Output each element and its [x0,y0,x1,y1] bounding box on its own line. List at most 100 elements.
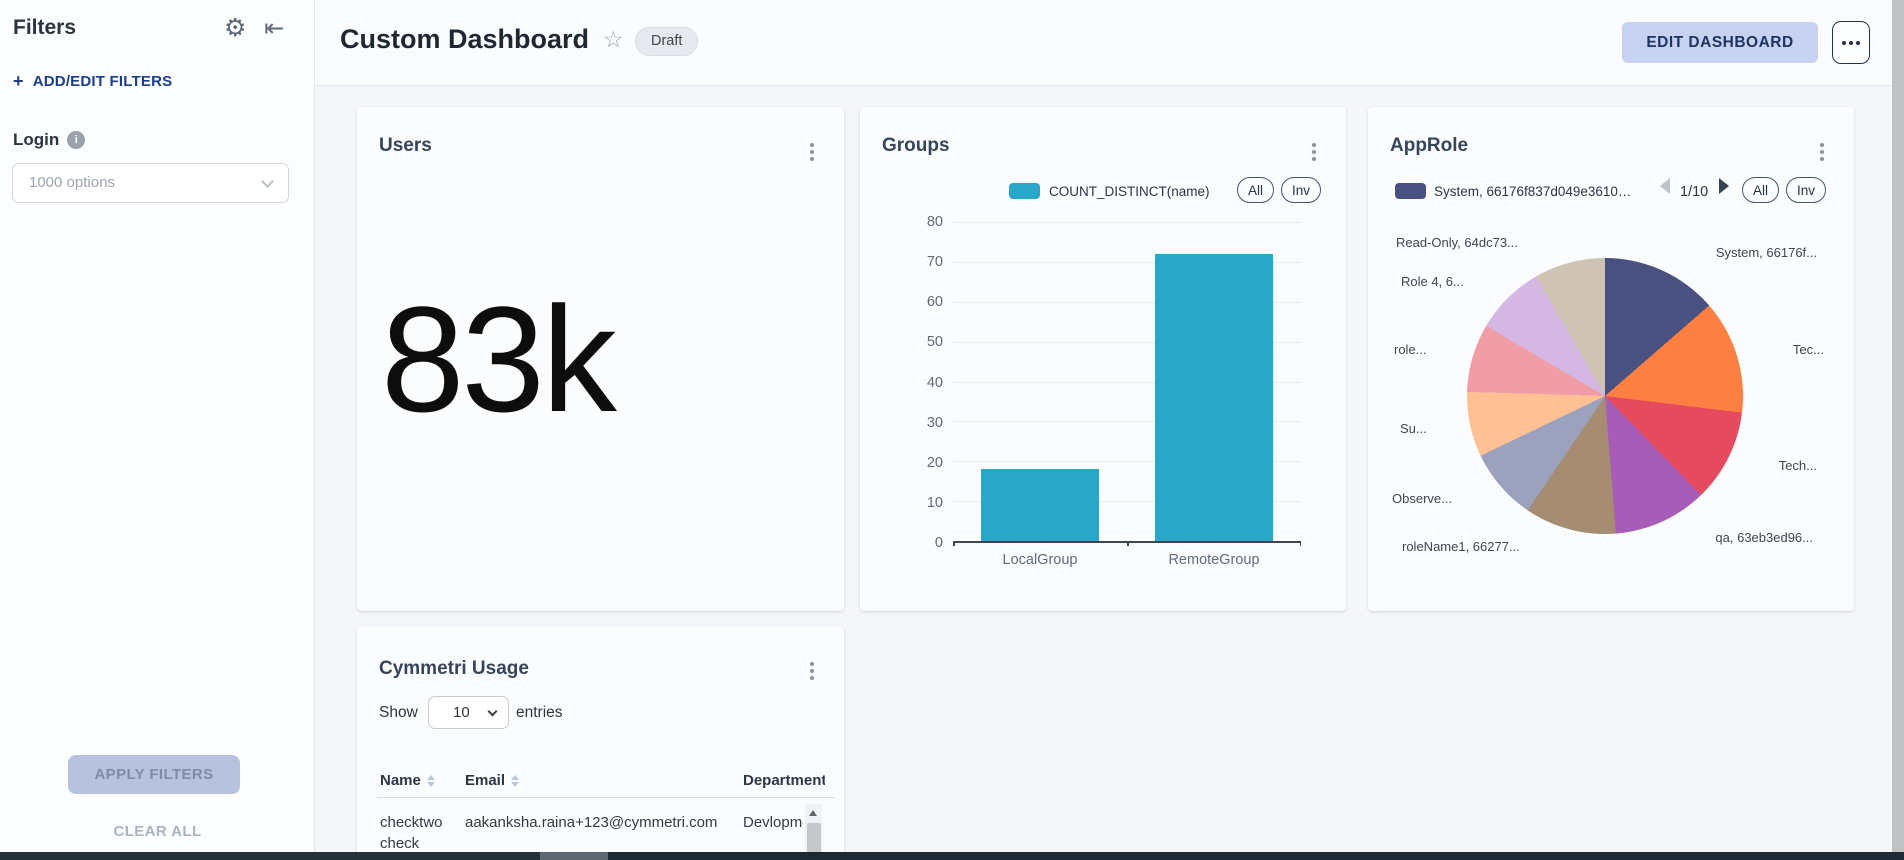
plus-icon: + [13,71,24,91]
approle-legend-swatch [1395,183,1426,199]
apply-filters-button[interactable]: APPLY FILTERS [68,755,240,794]
entries-label: entries [516,704,563,721]
gridline [953,421,1301,423]
gridline [953,501,1301,503]
x-tick-label: LocalGroup [1002,552,1078,568]
column-header-label: Department [743,772,825,789]
y-tick-label: 80 [926,214,943,230]
pie-slice-label: Observe... [1392,491,1452,506]
column-header-label: Name [380,772,421,789]
login-select[interactable]: 1000 options [12,163,289,203]
pie-slice-label: Su... [1400,421,1427,436]
y-tick-label: 30 [926,414,943,431]
column-header-email[interactable]: Email [465,772,555,789]
approle-card: AppRole System, 66176f837d049e3610… 1/10… [1368,107,1854,611]
more-options-button[interactable] [1832,21,1870,64]
approle-pie[interactable] [1467,258,1743,534]
login-filter-label: Login i [13,130,86,150]
axis-tick [1127,541,1129,546]
users-metric-value: 83k [381,275,617,443]
page-size-value: 10 [453,704,470,721]
bar-LocalGroup[interactable] [981,469,1099,541]
bar-RemoteGroup[interactable] [1155,253,1273,541]
cymmetri-usage-card: Cymmetri Usage Show 10 entries Name Emai… [357,626,844,852]
edit-dashboard-button[interactable]: EDIT DASHBOARD [1622,22,1818,63]
kebab-menu-icon[interactable] [808,660,816,682]
page-size-select[interactable]: 10 [428,696,509,729]
scrollbar-thumb[interactable] [540,852,608,860]
pie-slice-label: role... [1394,342,1427,357]
groups-plot: LocalGroup RemoteGroup [953,222,1301,568]
axis-tick [1299,541,1301,546]
gridline [953,381,1301,383]
ellipsis-icon [1856,40,1860,45]
page-title: Custom Dashboard [340,24,590,54]
users-card: Users 83k [357,107,844,611]
y-tick-label: 0 [934,535,943,551]
dashboard-content: Users 83k Groups COUNT_DISTINCT(name) Al… [315,86,1892,852]
sort-icon [426,774,435,787]
pie-slice-label: Read-Only, 64dc73... [1396,235,1518,250]
chevron-down-icon [487,706,498,717]
y-tick-label: 60 [926,294,943,311]
cell-department: Devlopment [743,814,803,831]
scrollbar-thumb[interactable] [806,823,821,852]
y-tick-label: 20 [926,454,943,471]
pie-slice-label: Tec... [1792,342,1824,357]
groups-all-button[interactable]: All [1237,177,1275,203]
column-header-department[interactable]: Department [743,772,825,789]
scroll-up-arrow-icon[interactable] [809,810,817,816]
collapse-sidebar-icon[interactable]: ⇤ [264,14,285,42]
page-vertical-scrollbar[interactable] [1892,0,1904,852]
users-card-title: Users [379,135,432,156]
chevron-down-icon [261,175,274,188]
groups-inv-button[interactable]: Inv [1281,177,1322,203]
gridline [953,461,1301,463]
gear-icon[interactable]: ⚙ [224,13,247,42]
kebab-menu-icon[interactable] [1310,141,1318,163]
show-label: Show [379,704,418,721]
favorite-star-icon[interactable]: ☆ [603,27,624,53]
y-tick-label: 50 [926,334,943,351]
cell-name: checktwo check [380,814,443,852]
legend-next-page-icon[interactable] [1719,178,1729,194]
y-tick-label: 70 [926,254,943,271]
pie-slice-label: Tech... [1778,458,1817,473]
legend-page-indicator: 1/10 [1680,184,1709,200]
approle-legend-label: System, 66176f837d049e3610… [1434,184,1632,199]
column-header-name[interactable]: Name [380,772,460,789]
sort-icon [511,774,520,787]
filters-title: Filters [13,16,77,39]
kebab-menu-icon[interactable] [808,141,816,163]
approle-inv-button[interactable]: Inv [1786,177,1827,203]
pie-slice-label: qa, 63eb3ed96... [1715,530,1813,545]
gridline [953,341,1301,343]
add-edit-filters-button[interactable]: + ADD/EDIT FILTERS [13,71,172,92]
cell-email: aakanksha.raina+123@cymmetri.com [465,814,718,831]
scrollbar-track-segment [0,852,540,860]
pie-slice-label: roleName1, 66277... [1402,539,1520,554]
gridline [953,301,1301,303]
table-vertical-scrollbar[interactable] [805,804,822,852]
groups-legend-swatch [1009,183,1040,199]
ellipsis-icon [1842,40,1846,45]
page-horizontal-scrollbar[interactable] [0,852,1904,860]
usage-card-title: Cymmetri Usage [379,658,529,679]
status-badge: Draft [635,27,699,56]
groups-card-title: Groups [882,135,950,156]
kebab-menu-icon[interactable] [1818,141,1826,163]
ellipsis-icon [1849,40,1853,45]
y-tick-label: 40 [926,374,943,391]
clear-all-button[interactable]: CLEAR ALL [113,823,202,840]
groups-card: Groups COUNT_DISTINCT(name) All Inv 0 10 2… [860,107,1346,611]
groups-legend-label: COUNT_DISTINCT(name) [1049,184,1210,199]
approle-all-button[interactable]: All [1742,177,1780,203]
y-tick-label: 10 [926,494,943,511]
login-label-text: Login [13,130,60,149]
x-tick-label: RemoteGroup [1168,552,1260,568]
legend-prev-page-icon[interactable] [1660,178,1670,194]
gridline [953,261,1301,263]
column-header-label: Email [465,772,506,789]
approle-card-title: AppRole [1390,135,1469,156]
pie-slice-label: Role 4, 6... [1401,274,1464,289]
